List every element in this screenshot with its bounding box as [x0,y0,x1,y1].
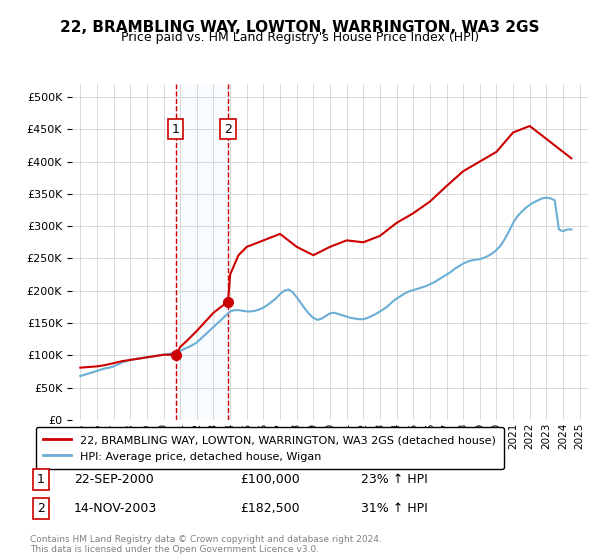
Text: 31% ↑ HPI: 31% ↑ HPI [361,502,428,515]
Text: 23% ↑ HPI: 23% ↑ HPI [361,473,428,486]
Text: £182,500: £182,500 [240,502,299,515]
Text: 1: 1 [37,473,45,486]
Text: £100,000: £100,000 [240,473,299,486]
Text: 14-NOV-2003: 14-NOV-2003 [74,502,157,515]
Text: Contains HM Land Registry data © Crown copyright and database right 2024.
This d: Contains HM Land Registry data © Crown c… [30,535,382,554]
Text: 1: 1 [172,123,179,136]
Bar [176,84,228,420]
Text: Price paid vs. HM Land Registry's House Price Index (HPI): Price paid vs. HM Land Registry's House … [121,31,479,44]
Text: 22, BRAMBLING WAY, LOWTON, WARRINGTON, WA3 2GS: 22, BRAMBLING WAY, LOWTON, WARRINGTON, W… [60,20,540,35]
Legend: 22, BRAMBLING WAY, LOWTON, WARRINGTON, WA3 2GS (detached house), HPI: Average pr: 22, BRAMBLING WAY, LOWTON, WARRINGTON, W… [35,427,503,469]
Text: 2: 2 [37,502,45,515]
Text: 2: 2 [224,123,232,136]
Text: 22-SEP-2000: 22-SEP-2000 [74,473,154,486]
